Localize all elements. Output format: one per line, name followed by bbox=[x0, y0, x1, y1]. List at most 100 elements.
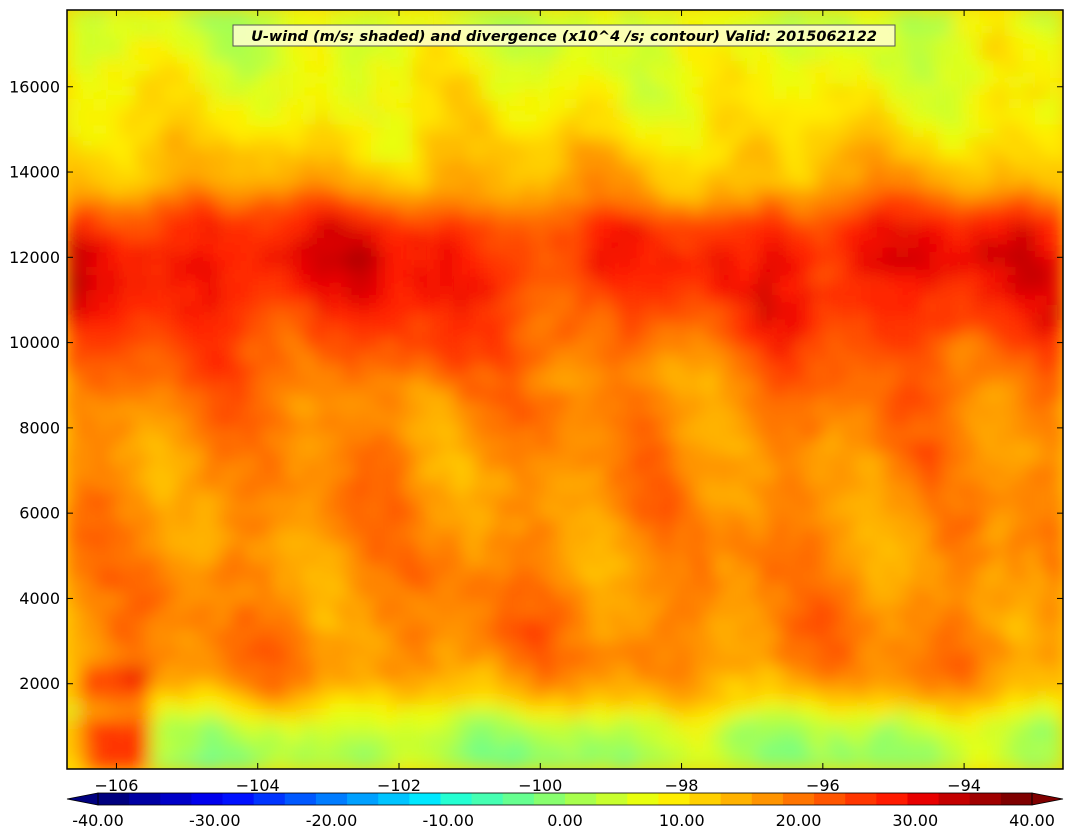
field-cell bbox=[592, 363, 607, 378]
field-cell bbox=[384, 654, 400, 669]
field-cell bbox=[135, 743, 151, 757]
field-cell bbox=[495, 528, 511, 542]
field-cell bbox=[191, 604, 206, 618]
field-cell bbox=[550, 439, 566, 454]
field-cell bbox=[716, 755, 732, 769]
field-cell bbox=[730, 502, 746, 517]
field-cell bbox=[80, 540, 96, 555]
field-cell bbox=[592, 47, 607, 62]
field-cell bbox=[689, 439, 704, 454]
field-cell bbox=[246, 60, 262, 74]
field-cell bbox=[370, 136, 386, 150]
field-cell bbox=[785, 313, 801, 327]
field-cell bbox=[453, 85, 469, 100]
field-cell bbox=[564, 363, 580, 378]
field-cell bbox=[938, 477, 953, 492]
field-cell bbox=[896, 351, 912, 365]
field-cell bbox=[135, 667, 151, 681]
field-cell bbox=[675, 351, 690, 365]
field-cell bbox=[619, 566, 635, 580]
field-cell bbox=[592, 692, 607, 707]
field-cell bbox=[1007, 578, 1022, 593]
field-cell bbox=[509, 426, 524, 441]
field-cell bbox=[163, 566, 179, 580]
field-cell bbox=[979, 211, 995, 226]
field-cell bbox=[730, 743, 746, 757]
field-cell bbox=[453, 110, 469, 125]
field-cell bbox=[1048, 275, 1063, 289]
field-cell bbox=[924, 148, 939, 163]
field-cell bbox=[163, 249, 179, 264]
field-cell bbox=[301, 502, 317, 517]
field-cell bbox=[619, 528, 635, 542]
field-cell bbox=[1021, 249, 1036, 264]
field-cell bbox=[287, 389, 303, 403]
field-cell bbox=[702, 123, 718, 137]
field-cell bbox=[426, 679, 441, 694]
field-cell bbox=[481, 705, 497, 719]
field-cell bbox=[370, 439, 386, 454]
field-cell bbox=[94, 85, 109, 100]
field-cell bbox=[744, 351, 760, 365]
field-cell bbox=[1048, 426, 1063, 441]
field-cell bbox=[287, 224, 303, 239]
field-cell bbox=[135, 148, 151, 163]
field-cell bbox=[813, 313, 829, 327]
field-cell bbox=[412, 110, 428, 125]
field-cell bbox=[772, 224, 787, 239]
field-cell bbox=[1007, 22, 1022, 36]
field-cell bbox=[246, 85, 262, 100]
field-cell bbox=[813, 743, 829, 757]
field-cell bbox=[827, 692, 843, 707]
field-cell bbox=[855, 98, 870, 112]
field-cell bbox=[370, 477, 386, 492]
x-tick-label: −102 bbox=[377, 776, 421, 795]
field-cell bbox=[287, 211, 303, 226]
field-cell bbox=[993, 10, 1009, 24]
field-cell bbox=[67, 515, 82, 530]
field-cell bbox=[398, 452, 414, 466]
field-cell bbox=[799, 755, 815, 769]
field-cell bbox=[287, 47, 303, 62]
field-cell bbox=[67, 338, 82, 353]
field-cell bbox=[951, 211, 967, 226]
field-cell bbox=[633, 515, 649, 530]
field-cell bbox=[744, 642, 760, 656]
field-cell bbox=[647, 136, 663, 150]
field-cell bbox=[495, 313, 511, 327]
field-cell bbox=[702, 351, 718, 365]
field-cell bbox=[177, 553, 192, 568]
field-cell bbox=[384, 110, 400, 125]
field-cell bbox=[481, 591, 497, 606]
field-cell bbox=[509, 679, 524, 694]
field-cell bbox=[675, 161, 690, 175]
field-cell bbox=[772, 351, 787, 365]
field-cell bbox=[108, 667, 123, 681]
field-cell bbox=[384, 47, 400, 62]
field-cell bbox=[1034, 262, 1050, 277]
field-cell bbox=[785, 47, 801, 62]
field-cell bbox=[661, 325, 677, 340]
field-cell bbox=[495, 616, 511, 631]
field-cell bbox=[772, 654, 787, 669]
field-cell bbox=[357, 376, 372, 390]
field-cell bbox=[301, 161, 317, 175]
field-cell bbox=[357, 578, 372, 593]
field-cell bbox=[882, 553, 898, 568]
field-cell bbox=[523, 10, 538, 24]
field-cell bbox=[301, 401, 317, 416]
field-cell bbox=[924, 705, 939, 719]
field-cell bbox=[758, 528, 773, 542]
field-cell bbox=[536, 136, 552, 150]
field-cell bbox=[758, 275, 773, 289]
field-cell bbox=[855, 654, 870, 669]
field-cell bbox=[896, 604, 912, 618]
field-cell bbox=[578, 300, 594, 315]
field-cell bbox=[191, 705, 206, 719]
field-cell bbox=[606, 717, 621, 732]
field-cell bbox=[384, 275, 400, 289]
field-cell bbox=[1007, 237, 1022, 251]
field-cell bbox=[523, 540, 538, 555]
field-cell bbox=[357, 616, 372, 631]
field-cell bbox=[329, 211, 345, 226]
